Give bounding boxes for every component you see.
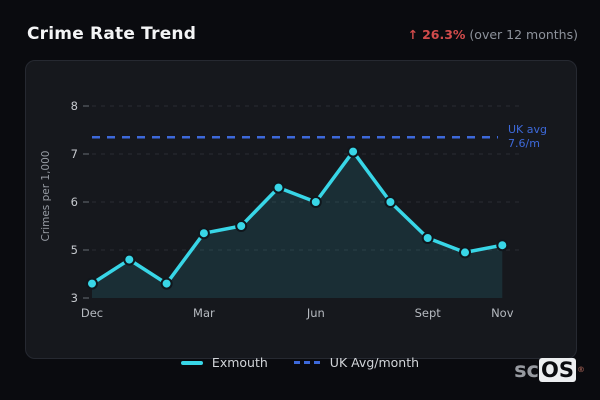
data-point-marker: [86, 277, 98, 290]
y-tick-label: 8: [71, 99, 78, 113]
data-point-marker: [272, 181, 285, 194]
x-tick-label: Dec: [81, 306, 103, 320]
page-title: Crime Rate Trend: [27, 24, 197, 44]
series-area-fill: [92, 151, 503, 298]
legend-item-uk-avg[interactable]: UK Avg/month: [293, 355, 420, 370]
data-point-marker: [197, 227, 210, 240]
change-value: 26.3%: [422, 27, 466, 42]
data-point-marker: [496, 239, 509, 252]
uk-avg-label-line1: UK avg: [508, 123, 547, 136]
header: Crime Rate Trend ↑ 26.3% (over 12 months…: [27, 24, 578, 44]
data-point-marker: [235, 220, 248, 232]
chart-legend: Exmouth UK Avg/month: [0, 355, 600, 370]
x-tick-label: Nov: [491, 306, 514, 320]
chart-card: 8 7 6 5 3 UK avg 7.6/m Dec Mar Jun Sept Nov Crimes p…: [25, 60, 577, 359]
y-axis-label: Crimes per 1,000: [40, 151, 52, 242]
data-point-marker: [347, 145, 360, 158]
data-point-marker: [459, 246, 471, 259]
change-period: (over 12 months): [469, 27, 578, 42]
y-tick-label: 7: [71, 147, 78, 161]
logo-suffix: OS: [539, 358, 576, 382]
y-tick-label: 5: [71, 243, 78, 257]
x-tick-label: Sept: [415, 306, 442, 320]
x-tick-label: Jun: [306, 306, 325, 320]
uk-avg-label-line2: 7.6/m: [508, 137, 540, 150]
registered-mark-icon: ®: [577, 365, 585, 374]
data-point-marker: [384, 196, 397, 208]
dashed-line-swatch-icon: [293, 361, 321, 364]
solid-line-swatch-icon: [180, 360, 203, 365]
change-indicator: ↑ 26.3% (over 12 months): [408, 27, 578, 42]
x-tick-label: Mar: [193, 306, 215, 320]
y-tick-label: 3: [71, 291, 78, 305]
legend-item-exmouth[interactable]: Exmouth: [180, 355, 268, 370]
legend-label: UK Avg/month: [329, 355, 420, 370]
data-point-marker: [160, 277, 173, 290]
data-point-marker: [309, 196, 322, 208]
y-tick-label: 6: [71, 195, 78, 209]
series-line: [90, 149, 505, 286]
scos-logo: scOS ®: [514, 357, 585, 383]
legend-label: Exmouth: [211, 355, 268, 370]
logo-prefix: sc: [514, 358, 540, 382]
data-point-marker: [123, 253, 136, 266]
trend-up-icon: ↑: [407, 27, 419, 42]
data-point-marker: [421, 232, 434, 244]
